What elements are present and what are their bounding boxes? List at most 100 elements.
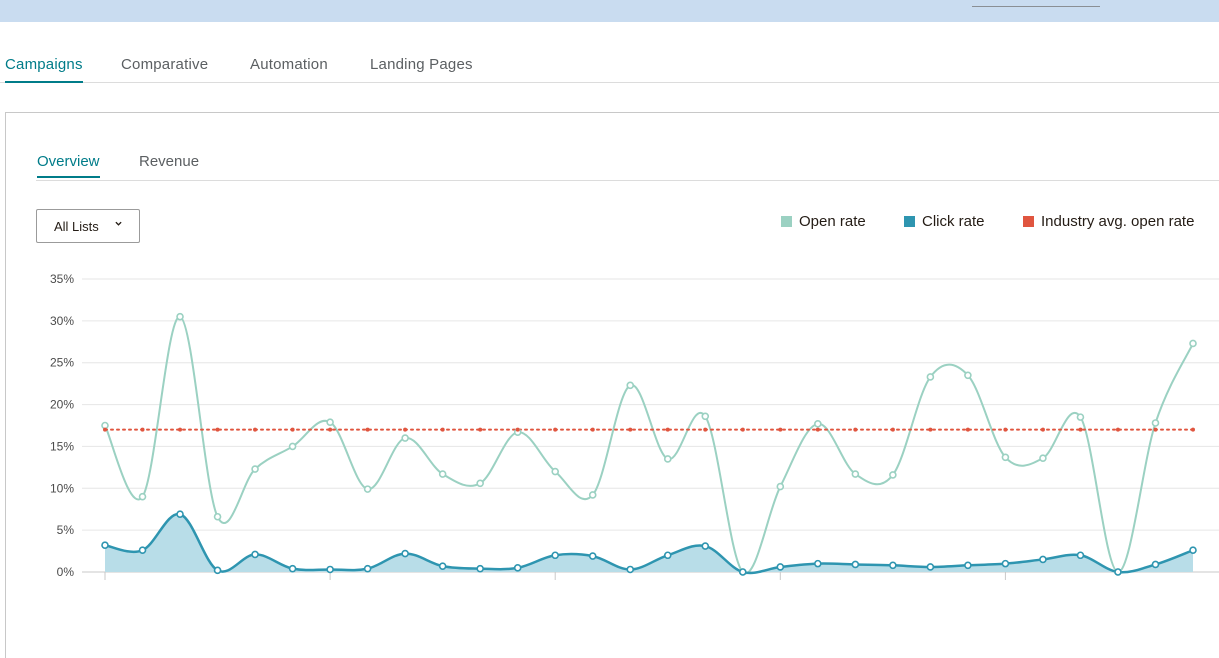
industry-avg-point xyxy=(103,427,107,432)
tab-automation[interactable]: Automation xyxy=(250,56,328,73)
open-rate-point xyxy=(964,371,972,380)
y-tick-label: 5% xyxy=(57,523,75,537)
chart-series-lines xyxy=(104,315,1194,575)
main-tabs: Campaigns Comparative Automation Landing… xyxy=(0,40,1219,83)
list-filter-dropdown[interactable]: All Lists xyxy=(36,209,140,243)
click-rate-area xyxy=(105,513,1193,573)
open-rate-point xyxy=(438,470,447,478)
click-rate-point xyxy=(701,542,710,550)
industry-avg-point xyxy=(553,427,558,432)
y-tick-label: 20% xyxy=(50,398,74,412)
chart-y-axis: 35% 30% 25% 20% 15% 10% 5% 0% xyxy=(50,272,74,579)
industry-avg-point xyxy=(1078,427,1083,432)
click-rate-point xyxy=(101,541,109,550)
top-banner-strip xyxy=(0,0,1219,22)
list-filter-value: All Lists xyxy=(54,219,99,234)
industry-avg-point xyxy=(1003,427,1008,432)
open-rate-point xyxy=(701,412,710,421)
tab-campaigns[interactable]: Campaigns xyxy=(5,56,83,83)
click-rate-point xyxy=(626,565,635,574)
open-rate-point xyxy=(776,482,785,491)
legend-swatch-industry-avg xyxy=(1023,216,1034,227)
click-rate-point xyxy=(1039,555,1047,564)
click-rate-point xyxy=(476,564,484,573)
open-rate-point xyxy=(814,420,822,428)
legend-click-rate[interactable]: Click rate xyxy=(904,213,985,230)
open-rate-point xyxy=(1076,413,1085,421)
industry-avg-point xyxy=(965,427,970,432)
industry-avg-point xyxy=(815,427,820,432)
open-rate-point xyxy=(626,381,635,390)
top-banner-underline xyxy=(972,6,1100,7)
industry-avg-point xyxy=(740,427,745,432)
legend-label-click-rate: Click rate xyxy=(922,213,985,230)
industry-avg-point xyxy=(328,427,333,432)
tab-revenue[interactable]: Revenue xyxy=(139,153,200,170)
click-rate-point xyxy=(1151,560,1160,569)
open-rate-point xyxy=(176,312,184,321)
tab-overview[interactable]: Overview xyxy=(37,153,100,178)
industry-avg-point xyxy=(290,427,295,432)
industry-avg-point xyxy=(365,427,370,432)
click-rate-point xyxy=(814,559,822,568)
open-rate-point xyxy=(663,455,672,463)
open-rate-point xyxy=(1039,454,1047,462)
industry-avg-point xyxy=(215,427,220,432)
industry-avg-point xyxy=(403,427,408,432)
industry-avg-point xyxy=(778,427,783,432)
click-rate-point xyxy=(1076,551,1085,560)
click-rate-point xyxy=(776,563,785,571)
industry-avg-point xyxy=(628,427,633,432)
click-rate-point xyxy=(176,510,184,519)
legend-label-open-rate: Open rate xyxy=(799,213,866,230)
chart-points xyxy=(101,312,1197,576)
industry-avg-point xyxy=(890,427,895,432)
industry-avg-point xyxy=(703,427,708,432)
industry-avg-point xyxy=(1191,427,1195,432)
click-rate-point xyxy=(889,561,897,570)
click-rate-point xyxy=(513,564,522,572)
industry-avg-point xyxy=(515,427,520,432)
click-rate-point xyxy=(551,551,560,560)
open-rate-point xyxy=(401,434,409,442)
sub-tabs: Overview Revenue xyxy=(36,153,1219,181)
industry-avg-point xyxy=(1115,427,1120,432)
click-rate-point xyxy=(738,568,747,576)
y-tick-label: 10% xyxy=(50,481,74,495)
tab-landing-pages[interactable]: Landing Pages xyxy=(370,56,473,73)
click-rate-point xyxy=(438,562,447,570)
industry-avg-point xyxy=(440,427,445,432)
open-rate-point xyxy=(1001,453,1010,462)
tab-comparative[interactable]: Comparative xyxy=(121,56,209,73)
industry-avg-point xyxy=(1040,427,1045,432)
open-rate-point xyxy=(138,492,147,501)
y-tick-label: 30% xyxy=(50,314,74,328)
open-rate-point xyxy=(1151,419,1160,427)
y-tick-label: 35% xyxy=(50,272,74,286)
click-rate-point xyxy=(288,564,297,573)
industry-avg-point xyxy=(178,427,183,432)
chart-x-axis xyxy=(104,572,1006,580)
click-rate-point xyxy=(1189,546,1197,555)
click-rate-point xyxy=(588,552,597,560)
open-rate-point xyxy=(251,465,259,473)
click-rate-point xyxy=(138,546,147,555)
click-rate-point xyxy=(851,560,860,569)
industry-avg-point xyxy=(140,427,145,432)
legend-open-rate[interactable]: Open rate xyxy=(781,213,866,230)
industry-avg-point xyxy=(928,427,933,432)
click-rate-point xyxy=(964,561,972,570)
open-rate-point xyxy=(926,373,935,381)
click-rate-point xyxy=(926,563,935,571)
open-rate-point xyxy=(1189,339,1197,348)
y-tick-label: 0% xyxy=(57,565,75,579)
open-rate-line xyxy=(104,315,1194,575)
open-rate-point xyxy=(101,421,109,430)
industry-avg-point xyxy=(253,427,258,432)
legend-industry-avg[interactable]: Industry avg. open rate xyxy=(1023,213,1194,230)
industry-avg-point xyxy=(853,427,858,432)
open-rate-point xyxy=(551,467,560,476)
click-rate-point xyxy=(251,550,259,559)
click-rate-point xyxy=(663,551,672,560)
y-tick-label: 25% xyxy=(50,356,74,370)
